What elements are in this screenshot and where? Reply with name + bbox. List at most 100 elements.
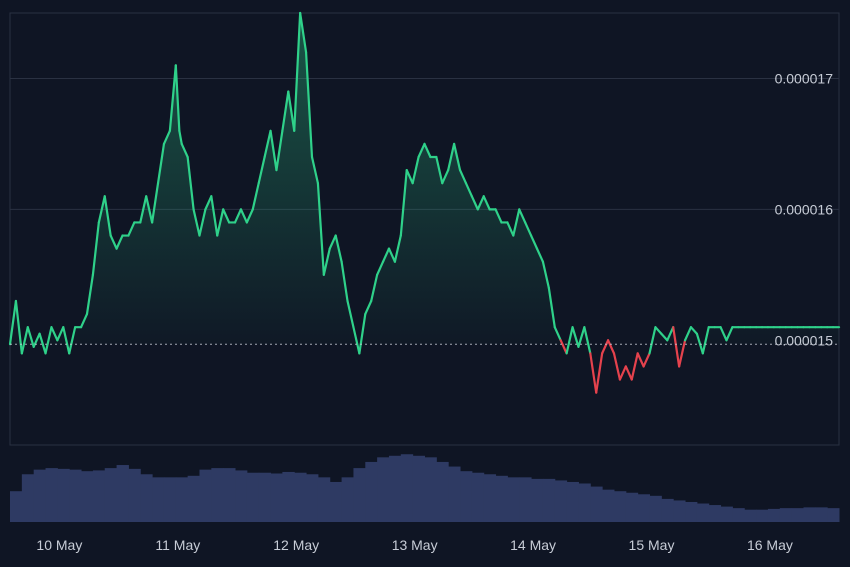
volume-bar [57,468,70,522]
price-line-segment-up [370,273,379,303]
price-line-segment-up [210,195,219,237]
price-line-segment-up [464,182,473,198]
volume-bar [779,508,793,522]
volume-bar [696,503,710,522]
price-line-segment-up [151,182,160,224]
price-line-segment-up [233,208,243,224]
x-tick-label: 13 May [392,537,438,553]
volume-bar [708,505,722,522]
price-line-segment-up [91,221,100,276]
price-line-segment-up [251,182,260,211]
price-line-segment-up [20,326,29,355]
volume-bar [235,470,248,522]
volume-bar [649,495,662,522]
price-line-segment-up [62,326,71,355]
price-line-segment-up [26,326,35,348]
volume-bar [282,471,295,522]
volume-bar [767,508,781,522]
price-line-segment-up [535,247,545,263]
price-line-segment-up [186,155,195,211]
price-line-segment-up [725,326,734,342]
volume-bar [483,474,497,522]
price-area-fill [10,13,839,345]
price-line-segment-up [565,326,574,355]
volume-bar [388,455,402,522]
price-line-segment-up [192,208,201,237]
price-line-segment-up [346,299,355,329]
volume-bar [424,457,437,522]
volume-bar [685,501,698,522]
volume-bar [720,506,733,522]
volume-bar [152,477,165,522]
price-line-segment-up [541,260,550,290]
volume-bar [140,474,153,522]
price-line-segment-up [139,195,148,224]
price-line-segment-down [624,365,633,381]
price-line-segment-up [304,51,314,159]
price-line-segment-up [299,11,308,54]
price-line-segment-up [547,286,556,329]
price-line-segment-up [322,247,331,276]
volume-bar [246,472,260,522]
price-line-segment-up [648,326,657,355]
price-line-segment-down [618,365,627,381]
volume-bar [33,469,47,522]
volume-bar [507,477,520,522]
volume-bar [223,468,236,522]
volume-bar [625,492,639,522]
x-tick-label: 11 May [155,537,200,553]
price-line-segment-up [145,195,154,224]
volume-bar [531,478,544,522]
price-line-segment-up [482,195,491,211]
price-line-segment-up [340,260,349,303]
price-line-segment-up [44,326,53,355]
volume-bar [519,477,532,522]
price-line-segment-up [506,221,515,237]
price-line-segment-up [381,247,391,263]
y-axis-ticks: 0.000017 0.000016 0.000015 [775,70,834,348]
x-tick-label: 12 May [273,537,319,553]
price-line-segment-up [103,195,112,237]
volume-bar [673,500,686,522]
volume-bar [732,508,745,522]
price-line-segment-up [476,195,485,211]
volume-bar [353,468,366,522]
price-line-segment-up [263,129,272,159]
price-line-segment-up [441,168,450,185]
price-line-segment-up [85,273,95,316]
volume-bar [554,480,568,522]
x-tick-label: 14 May [510,537,556,553]
x-tick-label: 16 May [747,537,793,553]
volume-bar [803,507,816,522]
price-line-segment-up [269,129,278,172]
price-line-segment-up [180,142,189,159]
volume-bar [815,507,828,522]
price-line-segment-up [293,11,302,132]
price-line-segment-up [245,208,254,224]
price-line-segment-up [50,326,59,342]
volume-bar [92,470,106,522]
volume-bar [661,498,674,522]
price-line-segment-up [97,195,106,224]
price-line-segment-up [334,234,343,263]
volume-bars [10,454,840,522]
volume-bar [163,477,177,522]
price-line-segment-down [595,352,604,394]
price-line-segment-up [162,129,171,146]
price-line-segment-up [281,90,290,132]
price-line-segment-up [32,332,41,348]
x-tick-label: 10 May [36,537,82,553]
price-line-segment-up [287,90,296,132]
price-line-segment-up [571,326,580,348]
price-line-segment-up [79,312,89,329]
price-line-segment-up [178,129,183,146]
price-line-segment-up [328,234,337,250]
volume-bar [306,474,319,522]
volume-bar [365,461,378,522]
price-line-segment-up [56,326,65,342]
volume-bar [400,454,414,522]
volume-bar [199,469,212,522]
price-line-segment-up [115,234,124,250]
price-line-segment-down [630,352,639,381]
